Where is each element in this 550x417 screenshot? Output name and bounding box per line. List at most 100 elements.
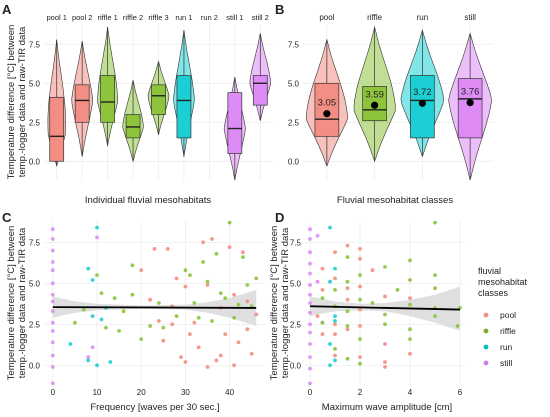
point-c-pool bbox=[205, 283, 210, 287]
point-d-pool bbox=[333, 250, 337, 255]
legend-key-riffle bbox=[483, 328, 489, 334]
point-c-riffle bbox=[157, 301, 161, 305]
panel-a-ylabel-line1: Temperature difference [°C] between bbox=[6, 25, 17, 180]
point-c-riffle bbox=[148, 324, 153, 328]
point-c-riffle bbox=[117, 329, 121, 333]
point-d-riffle bbox=[433, 286, 437, 291]
point-d-pool bbox=[383, 365, 387, 369]
point-c-run bbox=[68, 342, 73, 346]
point-c-riffle bbox=[95, 273, 99, 277]
point-c-pool bbox=[245, 299, 250, 304]
point-d-riffle bbox=[383, 265, 387, 269]
point-d-run bbox=[333, 319, 337, 323]
x-tick-label-c: 40 bbox=[225, 388, 234, 397]
point-d-still bbox=[308, 366, 312, 371]
point-d-riffle bbox=[455, 324, 460, 328]
point-d-still bbox=[308, 322, 312, 327]
point-c-pool bbox=[165, 247, 170, 251]
category-label-b: riffle bbox=[367, 13, 383, 22]
point-d-still bbox=[308, 330, 312, 335]
point-d-pool bbox=[333, 332, 337, 337]
point-c-still bbox=[95, 235, 99, 240]
point-d-riffle bbox=[345, 324, 350, 328]
point-d-riffle bbox=[433, 220, 437, 225]
point-d-riffle bbox=[408, 302, 412, 307]
point-c-riffle bbox=[112, 296, 117, 300]
point-c-pool bbox=[236, 340, 241, 345]
point-d-pool bbox=[358, 307, 362, 312]
point-c-pool bbox=[148, 297, 153, 302]
point-c-still bbox=[50, 340, 55, 345]
point-d-run bbox=[333, 358, 337, 363]
point-c-still bbox=[50, 260, 55, 264]
category-label-a: run 2 bbox=[201, 13, 218, 22]
point-c-riffle bbox=[227, 220, 232, 225]
point-d-riffle bbox=[408, 258, 412, 263]
point-c-riffle bbox=[245, 283, 250, 287]
point-d-still bbox=[315, 233, 320, 238]
point-d-run bbox=[328, 363, 332, 368]
point-c-still bbox=[90, 345, 95, 350]
point-c-still bbox=[50, 268, 55, 273]
point-c-riffle bbox=[99, 291, 104, 296]
point-c-run bbox=[99, 317, 104, 322]
mean-label-b-pool: 3.05 bbox=[318, 98, 337, 109]
panel-b-caption: Fluvial mesohabitat classes bbox=[337, 195, 453, 206]
point-d-riffle bbox=[408, 278, 412, 282]
point-d-pool bbox=[383, 342, 387, 346]
point-d-still bbox=[315, 279, 320, 284]
point-d-still bbox=[308, 381, 312, 386]
point-c-riffle bbox=[241, 255, 245, 259]
point-c-riffle bbox=[201, 260, 206, 264]
box-a-still-1-box bbox=[227, 92, 243, 154]
point-c-riffle bbox=[121, 309, 126, 314]
mean-point-b-pool bbox=[323, 110, 331, 118]
point-c-pool bbox=[183, 284, 188, 289]
point-d-riffle bbox=[345, 279, 350, 284]
point-d-riffle bbox=[383, 322, 387, 327]
mean-point-b-riffle bbox=[371, 101, 379, 109]
panel-c-xlabel: Frequency [waves per 30 sec.] bbox=[90, 402, 219, 413]
box-a-riffle-3-box bbox=[151, 84, 166, 115]
panel-a-ylabel-line2: temp.-logger data and raw-TIR data bbox=[17, 26, 28, 177]
x-tick-label-c: 10 bbox=[93, 388, 102, 397]
x-tick-label-c: 20 bbox=[137, 388, 146, 397]
point-d-pool bbox=[320, 332, 325, 337]
mean-point-b-run bbox=[418, 99, 426, 107]
point-c-riffle bbox=[130, 263, 135, 268]
point-c-riffle bbox=[73, 320, 77, 325]
x-tick-label-d: 6 bbox=[458, 388, 463, 397]
point-c-still bbox=[50, 381, 55, 386]
point-c-riffle bbox=[254, 276, 259, 281]
x-tick-label-d: 2 bbox=[358, 388, 363, 397]
mean-label-b-riffle: 3.59 bbox=[365, 89, 384, 100]
point-d-riffle bbox=[383, 312, 387, 317]
point-c-riffle bbox=[223, 296, 228, 300]
point-c-pool bbox=[214, 358, 219, 363]
x-tick-label-c: 0 bbox=[51, 388, 56, 397]
point-c-pool bbox=[192, 320, 197, 325]
y-tick-label-b: 2.5 bbox=[288, 118, 300, 127]
point-d-run bbox=[333, 314, 337, 318]
point-c-still bbox=[50, 320, 55, 325]
point-d-riffle bbox=[358, 337, 362, 341]
point-d-pool bbox=[345, 243, 350, 248]
y-tick-label-d: 0.0 bbox=[290, 361, 302, 370]
point-d-pool bbox=[358, 355, 362, 359]
point-c-still bbox=[86, 355, 91, 359]
point-d-pool bbox=[345, 286, 350, 291]
point-c-riffle bbox=[161, 325, 166, 330]
point-d-run bbox=[328, 342, 332, 346]
category-label-a: riffle 1 bbox=[97, 13, 117, 22]
point-d-riffle bbox=[345, 309, 350, 314]
point-c-pool bbox=[188, 332, 192, 337]
point-c-pool bbox=[157, 319, 161, 323]
point-d-still bbox=[308, 283, 312, 287]
category-label-a: riffle 3 bbox=[148, 13, 168, 22]
point-c-riffle bbox=[130, 292, 135, 297]
point-c-still bbox=[50, 353, 55, 358]
point-d-run bbox=[333, 266, 337, 271]
point-d-still bbox=[308, 301, 312, 305]
point-c-pool bbox=[152, 247, 157, 251]
point-d-still bbox=[308, 310, 312, 315]
